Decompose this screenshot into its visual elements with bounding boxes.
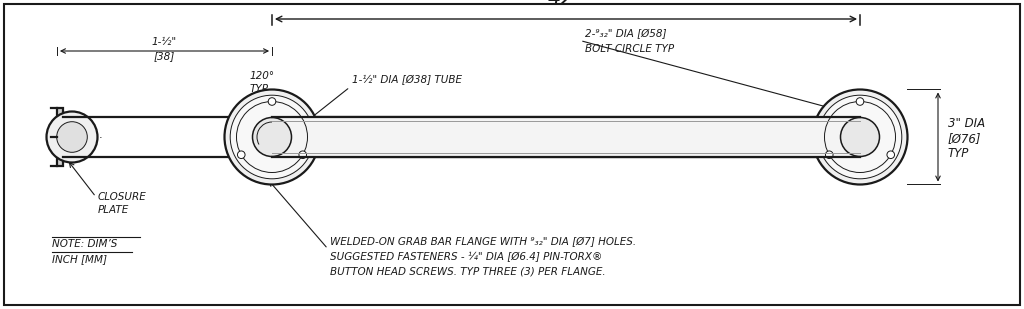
Text: TYP: TYP [948,147,970,160]
Circle shape [253,117,292,156]
Circle shape [238,151,245,159]
Text: [Ø76]: [Ø76] [948,133,981,146]
Text: 42": 42" [548,0,584,9]
Text: [38]: [38] [154,52,175,61]
Text: CLOSURE: CLOSURE [98,192,146,202]
Circle shape [268,98,275,105]
Circle shape [825,151,834,159]
Text: INCH [MM]: INCH [MM] [52,254,106,264]
Circle shape [887,151,895,159]
Text: WELDED-ON GRAB BAR FLANGE WITH ⁹₃₂" DIA [Ø7] HOLES.: WELDED-ON GRAB BAR FLANGE WITH ⁹₃₂" DIA … [330,237,636,247]
Text: 2-⁹₃₂" DIA [Ø58]: 2-⁹₃₂" DIA [Ø58] [585,29,667,40]
Bar [57,108,62,166]
Circle shape [812,90,907,184]
Text: 3" DIA: 3" DIA [948,117,985,130]
Text: PLATE: PLATE [98,205,129,215]
Circle shape [299,151,306,159]
Text: SUGGESTED FASTENERS - ¼" DIA [Ø6.4] PIN-TORX®: SUGGESTED FASTENERS - ¼" DIA [Ø6.4] PIN-… [330,252,602,262]
Circle shape [841,117,880,156]
Circle shape [224,90,319,184]
Text: BOLT CIRCLE TYP: BOLT CIRCLE TYP [585,44,674,53]
Circle shape [230,95,313,179]
FancyBboxPatch shape [272,117,860,156]
Text: 1-½": 1-½" [152,37,177,47]
Text: 120°: 120° [250,71,275,82]
Text: NOTE: DIM’S: NOTE: DIM’S [52,239,118,249]
Circle shape [56,122,87,152]
Circle shape [818,95,902,179]
Text: BUTTON HEAD SCREWS. TYP THREE (3) PER FLANGE.: BUTTON HEAD SCREWS. TYP THREE (3) PER FL… [330,267,605,277]
Circle shape [856,98,864,105]
Text: TYP: TYP [250,84,269,95]
Text: 1-½" DIA [Ø38] TUBE: 1-½" DIA [Ø38] TUBE [352,75,462,85]
Circle shape [46,112,97,163]
